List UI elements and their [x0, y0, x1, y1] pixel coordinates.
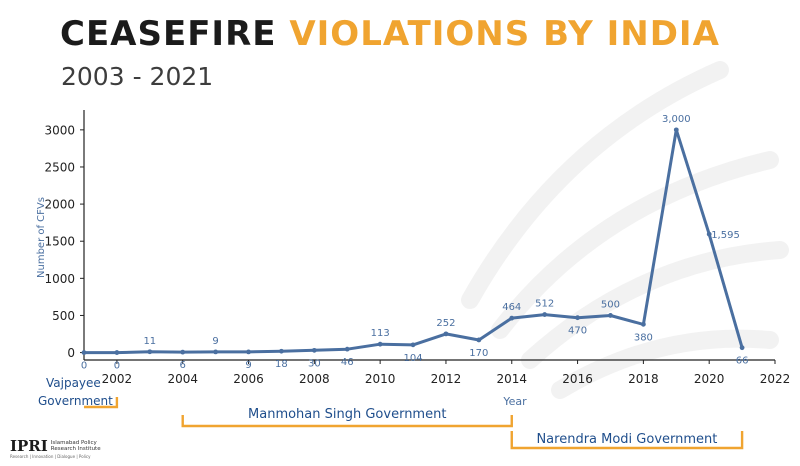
data-label: 170 — [469, 348, 488, 359]
period-bracket-line — [84, 397, 119, 409]
x-tick-label: 2010 — [365, 372, 396, 386]
data-point — [344, 346, 350, 352]
data-point — [180, 349, 186, 355]
data-point — [311, 347, 317, 353]
data-label: 1,595 — [711, 230, 740, 241]
period-bracket-line — [181, 415, 513, 428]
data-label: 46 — [341, 357, 354, 368]
period-label: Manmohan Singh Government — [248, 407, 446, 422]
x-axis-title: Year — [502, 395, 527, 408]
x-tick-label: 2004 — [167, 372, 198, 386]
x-tick-label: 2002 — [102, 372, 133, 386]
watermark-stroke — [491, 151, 779, 339]
watermark-stroke — [551, 329, 779, 399]
data-label: 6 — [180, 360, 186, 371]
y-tick-label: 3000 — [44, 123, 75, 137]
data-label: 18 — [275, 359, 288, 370]
y-tick-label: 2000 — [44, 198, 75, 212]
y-tick-label: 0 — [67, 346, 75, 360]
x-tick-label: 2008 — [299, 372, 330, 386]
data-label: 252 — [436, 318, 455, 329]
data-label: 3,000 — [662, 114, 691, 125]
data-point — [509, 315, 515, 321]
data-label: 470 — [568, 326, 587, 337]
data-label: 9 — [212, 336, 218, 347]
data-point — [114, 350, 120, 355]
period-bracket-line — [510, 431, 744, 450]
x-tick-label: 2022 — [760, 372, 791, 386]
y-tick-label: 2500 — [44, 160, 75, 174]
y-tick-label: 1500 — [44, 235, 75, 249]
data-point — [640, 321, 646, 327]
y-tick-label: 500 — [52, 309, 75, 323]
title-part-accent: VIOLATIONS BY INDIA — [289, 14, 720, 54]
logo-institute-line2: Research Institute — [50, 446, 101, 452]
data-point — [476, 337, 482, 343]
period-bracket — [510, 431, 744, 450]
y-tick-label: 1000 — [44, 272, 75, 286]
data-label: 464 — [502, 302, 521, 313]
logo-institute-line1: Islamabad Policy — [50, 440, 97, 446]
x-tick-label: 2012 — [431, 372, 462, 386]
title-part-dark: CEASEFIRE — [60, 14, 277, 54]
data-label: 9 — [245, 360, 251, 371]
ipri-logo: IPRI Islamabad Policy Research Institute… — [10, 437, 101, 459]
data-label: 500 — [601, 299, 620, 310]
data-point — [410, 342, 416, 348]
x-tick-label: 2014 — [496, 372, 527, 386]
data-point — [443, 331, 449, 337]
x-tick-label: 2018 — [628, 372, 659, 386]
chart-title: CEASEFIRE VIOLATIONS BY INDIA — [60, 14, 720, 54]
data-point — [213, 349, 219, 355]
period-label: Vajpayee — [46, 376, 101, 390]
logo-institute: Islamabad Policy Research Institute — [51, 440, 101, 452]
data-label: 30 — [308, 358, 321, 369]
data-point — [377, 341, 383, 347]
watermark-stroke — [461, 61, 729, 309]
period-label: Government — [38, 394, 113, 408]
data-label: 0 — [114, 361, 120, 372]
data-label: 11 — [143, 336, 156, 347]
data-label: 104 — [404, 353, 423, 364]
data-label: 113 — [371, 328, 390, 339]
x-tick-label: 2020 — [694, 372, 725, 386]
data-label: 512 — [535, 299, 554, 310]
period-bracket — [181, 415, 513, 428]
watermark-emblem — [461, 61, 789, 399]
watermark-stroke — [521, 241, 789, 369]
series-line — [84, 128, 744, 355]
logo-brand: IPRI — [10, 437, 48, 455]
data-point — [739, 345, 745, 351]
data-point — [246, 349, 251, 355]
data-point — [706, 231, 712, 237]
period-label: Narendra Modi Government — [536, 432, 717, 447]
data-point — [673, 127, 679, 133]
data-point — [575, 315, 580, 321]
data-point — [81, 350, 87, 355]
x-tick-label: 2006 — [233, 372, 264, 386]
x-tick-label: 2016 — [562, 372, 593, 386]
logo-tagline: Research | Innovation | Dialogue | Polic… — [10, 454, 91, 459]
period-bracket — [84, 397, 119, 409]
data-label: 0 — [81, 361, 87, 372]
data-point — [279, 348, 284, 354]
chart-subtitle: 2003 - 2021 — [61, 62, 214, 91]
y-axis-title: Number of CFVs — [36, 197, 47, 278]
data-point — [542, 312, 548, 317]
data-point — [608, 313, 613, 318]
data-label: 380 — [634, 332, 653, 343]
data-point — [147, 349, 153, 355]
data-label: 66 — [736, 356, 749, 367]
